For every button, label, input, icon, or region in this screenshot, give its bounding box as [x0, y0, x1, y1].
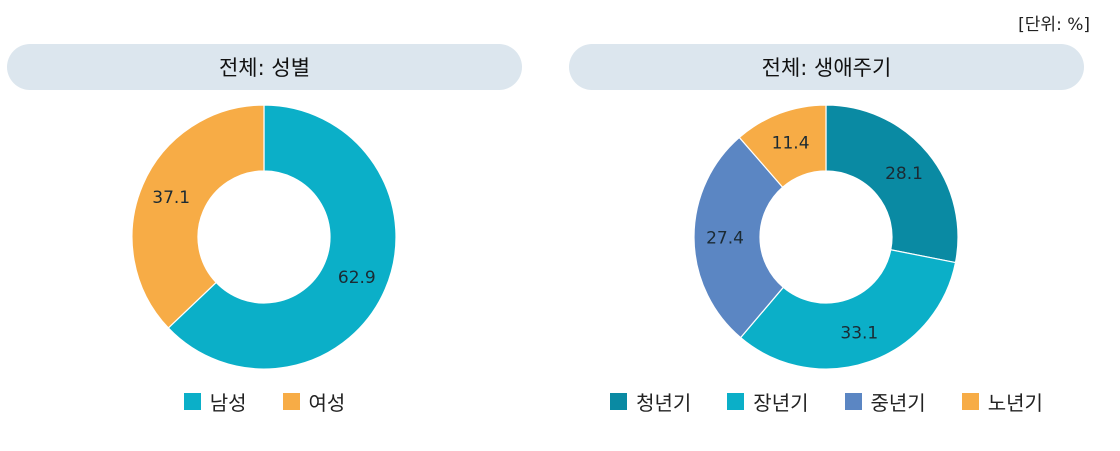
legend-item-middle: 중년기 [844, 387, 926, 416]
legend-item-female: 여성 [282, 387, 346, 416]
legend-label-male: 남성 [209, 391, 247, 415]
donut-slice-prime [739, 249, 957, 370]
data-label-female: 37.1 [152, 188, 190, 208]
gender-chart-title: 전체: 성별 [7, 44, 522, 90]
legend-swatch-female [282, 393, 300, 410]
data-label-male: 62.9 [338, 268, 376, 288]
legend-swatch-prime [727, 393, 745, 410]
legend-label-senior: 노년기 [987, 391, 1043, 415]
legend-item-youth: 청년기 [610, 387, 691, 416]
gender-chart-panel: 전체: 성별 62.9 37.1 남성 여성 [7, 44, 522, 444]
donut-slice-middle [693, 136, 785, 339]
donut-slice-male [167, 104, 397, 370]
data-label-prime: 33.1 [840, 323, 878, 343]
gender-legend: 남성 여성 [7, 387, 522, 416]
donut-slice-senior [738, 104, 827, 189]
legend-swatch-male [183, 393, 201, 410]
legend-swatch-middle [844, 393, 862, 410]
legend-label-youth: 청년기 [636, 391, 692, 415]
data-label-senior: 11.4 [772, 133, 810, 153]
lifecycle-legend: 청년기 장년기 중년기 노년기 [569, 387, 1084, 416]
gender-donut-chart: 62.9 37.1 [131, 104, 397, 370]
donut-slice-female [131, 104, 265, 329]
lifecycle-chart-panel: 전체: 생애주기 28.1 33.1 27.4 11.4 청년기 장년기 중년기 노년… [569, 44, 1084, 444]
data-label-middle: 27.4 [706, 229, 744, 249]
legend-label-female: 여성 [308, 391, 346, 415]
legend-item-prime: 장년기 [727, 387, 809, 416]
data-label-youth: 28.1 [885, 164, 923, 184]
legend-label-middle: 중년기 [870, 391, 926, 415]
legend-item-male: 남성 [183, 387, 247, 416]
legend-label-prime: 장년기 [753, 391, 809, 415]
unit-label: [단위: %] [1018, 15, 1090, 35]
legend-swatch-youth [610, 393, 628, 410]
legend-swatch-senior [961, 393, 979, 410]
lifecycle-donut-chart: 28.1 33.1 27.4 11.4 [693, 104, 959, 370]
legend-item-senior: 노년기 [961, 387, 1043, 416]
donut-slice-youth [825, 104, 959, 264]
lifecycle-chart-title: 전체: 생애주기 [569, 44, 1084, 90]
